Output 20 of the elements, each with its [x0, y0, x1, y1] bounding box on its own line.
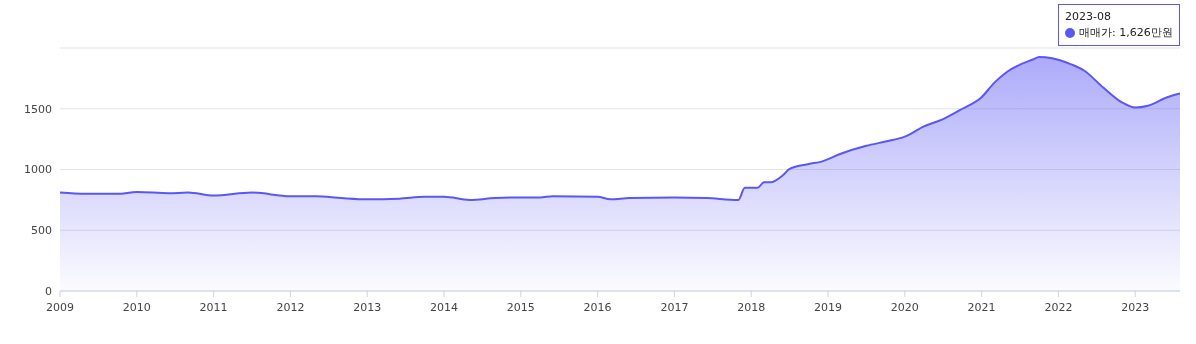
x-tick-label: 2009 [46, 300, 74, 314]
tooltip-box: 2023-08 매매가: 1,626만원 [1058, 4, 1180, 46]
x-tick-label: 2019 [814, 300, 842, 314]
x-tick-label: 2010 [122, 300, 151, 314]
x-tick-label: 2012 [276, 300, 305, 314]
y-tick-label: 1000 [24, 163, 52, 177]
y-tick-label: 1500 [24, 102, 52, 116]
y-tick-label: 0 [45, 284, 52, 298]
x-tick-label: 2014 [430, 300, 458, 314]
x-tick-label: 2020 [890, 300, 919, 314]
x-tick-label: 2016 [583, 300, 612, 314]
x-tick-label: 2022 [1044, 300, 1073, 314]
x-tick-label: 2018 [737, 300, 766, 314]
x-tick-label: 2013 [353, 300, 382, 314]
x-tick-label: 2023 [1121, 300, 1150, 314]
x-tick-label: 2011 [199, 300, 228, 314]
x-tick-label: 2015 [506, 300, 535, 314]
x-tick-label: 2017 [660, 300, 689, 314]
x-tick-label: 2021 [967, 300, 996, 314]
y-tick-label: 500 [31, 224, 52, 238]
